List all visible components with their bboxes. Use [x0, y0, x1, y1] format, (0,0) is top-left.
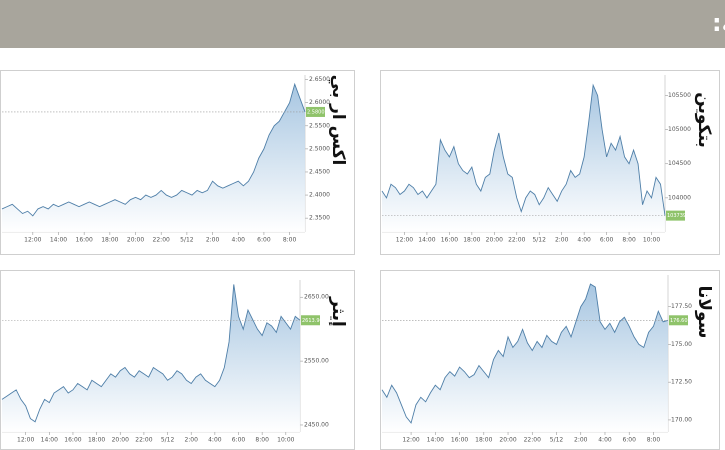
x-tick-label: 8:00 [283, 237, 297, 244]
x-tick-label: 10:00 [643, 237, 660, 244]
current-label: 2.5800 [307, 109, 325, 115]
x-tick-label: 12:00 [402, 437, 419, 444]
x-tick-label: 2:00 [574, 437, 588, 444]
x-tick-label: 5/12 [161, 437, 175, 444]
x-tick-label: 20:00 [499, 437, 516, 444]
x-tick-label: 12:00 [396, 237, 413, 244]
current-badge [669, 315, 688, 326]
x-tick-label: 10:00 [277, 437, 294, 444]
area [382, 85, 665, 233]
x-tick-label: 18:00 [463, 237, 480, 244]
x-tick-label: 8:00 [647, 437, 661, 444]
x-tick-label: 4:00 [577, 237, 591, 244]
chart-title: اكس ار بي [328, 75, 348, 166]
x-tick-label: 20:00 [127, 237, 144, 244]
y-tick-label: 104000 [668, 194, 691, 201]
current-badge [666, 210, 685, 221]
x-tick-label: 18:00 [101, 237, 118, 244]
x-tick-label: 14:00 [418, 237, 435, 244]
x-tick-label: 5/12 [532, 237, 546, 244]
y-tick-label: 172.50 [671, 379, 692, 386]
x-tick-label: 8:00 [622, 237, 636, 244]
y-tick-label: 177.50 [671, 303, 692, 310]
x-tick-label: 4:00 [598, 437, 612, 444]
x-tick-label: 6:00 [622, 437, 636, 444]
x-tick-label: 16:00 [451, 437, 468, 444]
x-tick-label: 6:00 [600, 237, 614, 244]
y-tick-label: 105500 [668, 92, 691, 99]
price-line [1, 82, 306, 217]
y-tick-label: 104500 [668, 160, 691, 167]
x-tick-label: 16:00 [441, 237, 458, 244]
area [2, 84, 305, 233]
x-tick-label: 16:00 [76, 237, 93, 244]
x-tick-label: 2:00 [206, 237, 220, 244]
chart-title: إيثر [328, 296, 348, 327]
y-tick-label: 105000 [668, 126, 691, 133]
x-tick-label: 12:00 [24, 237, 41, 244]
x-tick-label: 22:00 [153, 237, 170, 244]
y-tick-label: 2.5000 [309, 145, 330, 152]
chart-title: بتكوين [694, 92, 714, 148]
x-tick-label: 20:00 [486, 237, 503, 244]
y-tick-label: 2650.00 [304, 294, 329, 301]
x-tick-label: 14:00 [427, 437, 444, 444]
x-tick-label: 14:00 [41, 437, 58, 444]
x-tick-label: 22:00 [135, 437, 152, 444]
x-tick-label: 5/12 [180, 237, 194, 244]
x-tick-label: 22:00 [524, 437, 541, 444]
price-line [381, 283, 669, 424]
current-label: 103739.86 [667, 213, 694, 219]
y-tick-label: 175.00 [671, 341, 692, 348]
x-tick-label: 2:00 [184, 437, 198, 444]
y-tick-label: 2.4000 [309, 192, 330, 199]
x-tick-label: 18:00 [475, 437, 492, 444]
y-tick-label: 2.6000 [309, 99, 330, 106]
current-label: 176.60 [670, 318, 688, 324]
price-line [1, 284, 301, 423]
x-tick-label: 22:00 [508, 237, 525, 244]
current-label: 2613.96 [302, 318, 323, 324]
x-tick-label: 4:00 [231, 237, 245, 244]
y-tick-label: 2.3500 [309, 215, 330, 222]
x-tick-label: 5/12 [550, 437, 564, 444]
current-badge [301, 315, 320, 326]
x-tick-label: 6:00 [257, 237, 271, 244]
x-tick-label: 16:00 [64, 437, 81, 444]
y-tick-label: 2450.00 [304, 421, 329, 428]
header-bar [0, 0, 725, 48]
x-tick-label: 2:00 [555, 237, 569, 244]
header-title: تحركات العملات الرقمية: [712, 9, 725, 37]
current-badge [306, 106, 325, 117]
x-tick-label: 20:00 [112, 437, 129, 444]
y-tick-label: 2.4500 [309, 168, 330, 175]
x-tick-label: 14:00 [50, 237, 67, 244]
x-tick-label: 6:00 [232, 437, 246, 444]
x-tick-label: 4:00 [208, 437, 222, 444]
x-tick-label: 8:00 [255, 437, 269, 444]
area [2, 284, 300, 432]
x-tick-label: 12:00 [17, 437, 34, 444]
area [382, 284, 668, 432]
y-tick-label: 170.00 [671, 416, 692, 423]
y-tick-label: 2.6500 [309, 76, 330, 83]
price-line [381, 83, 666, 216]
y-tick-label: 2550.00 [304, 358, 329, 365]
chart-title: سولانا [694, 286, 714, 339]
y-tick-label: 2.5500 [309, 122, 330, 129]
x-tick-label: 18:00 [88, 437, 105, 444]
